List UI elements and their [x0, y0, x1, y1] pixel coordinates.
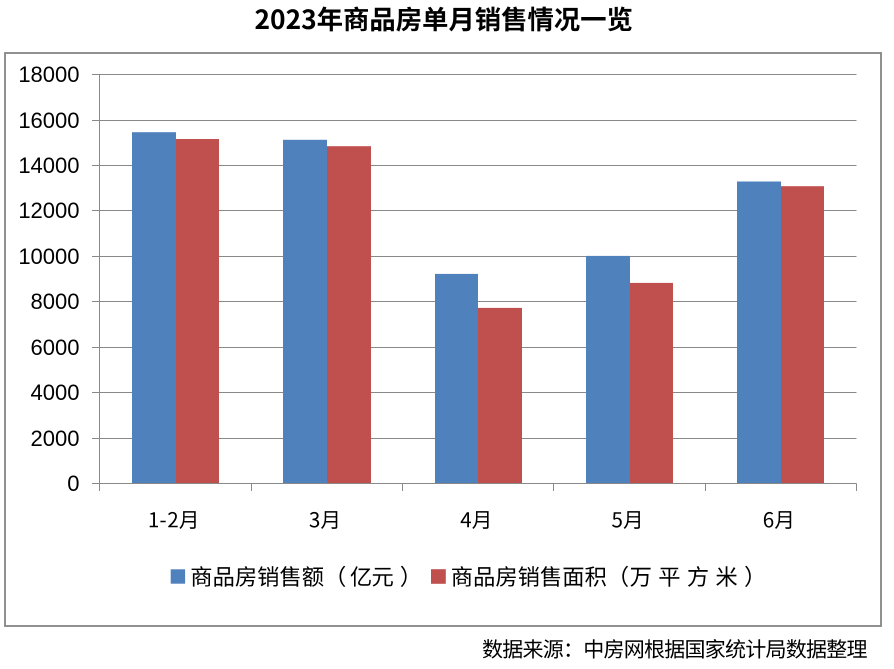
svg-text:8000: 8000: [31, 289, 80, 314]
svg-text:14000: 14000: [18, 153, 79, 178]
svg-text:12000: 12000: [18, 198, 79, 223]
svg-text:2000: 2000: [31, 426, 80, 451]
svg-text:4000: 4000: [31, 380, 80, 405]
svg-text:0: 0: [67, 471, 79, 496]
svg-text:10000: 10000: [18, 244, 79, 269]
svg-text:16000: 16000: [18, 108, 79, 133]
svg-text:6000: 6000: [31, 335, 80, 360]
svg-text:18000: 18000: [18, 62, 79, 87]
